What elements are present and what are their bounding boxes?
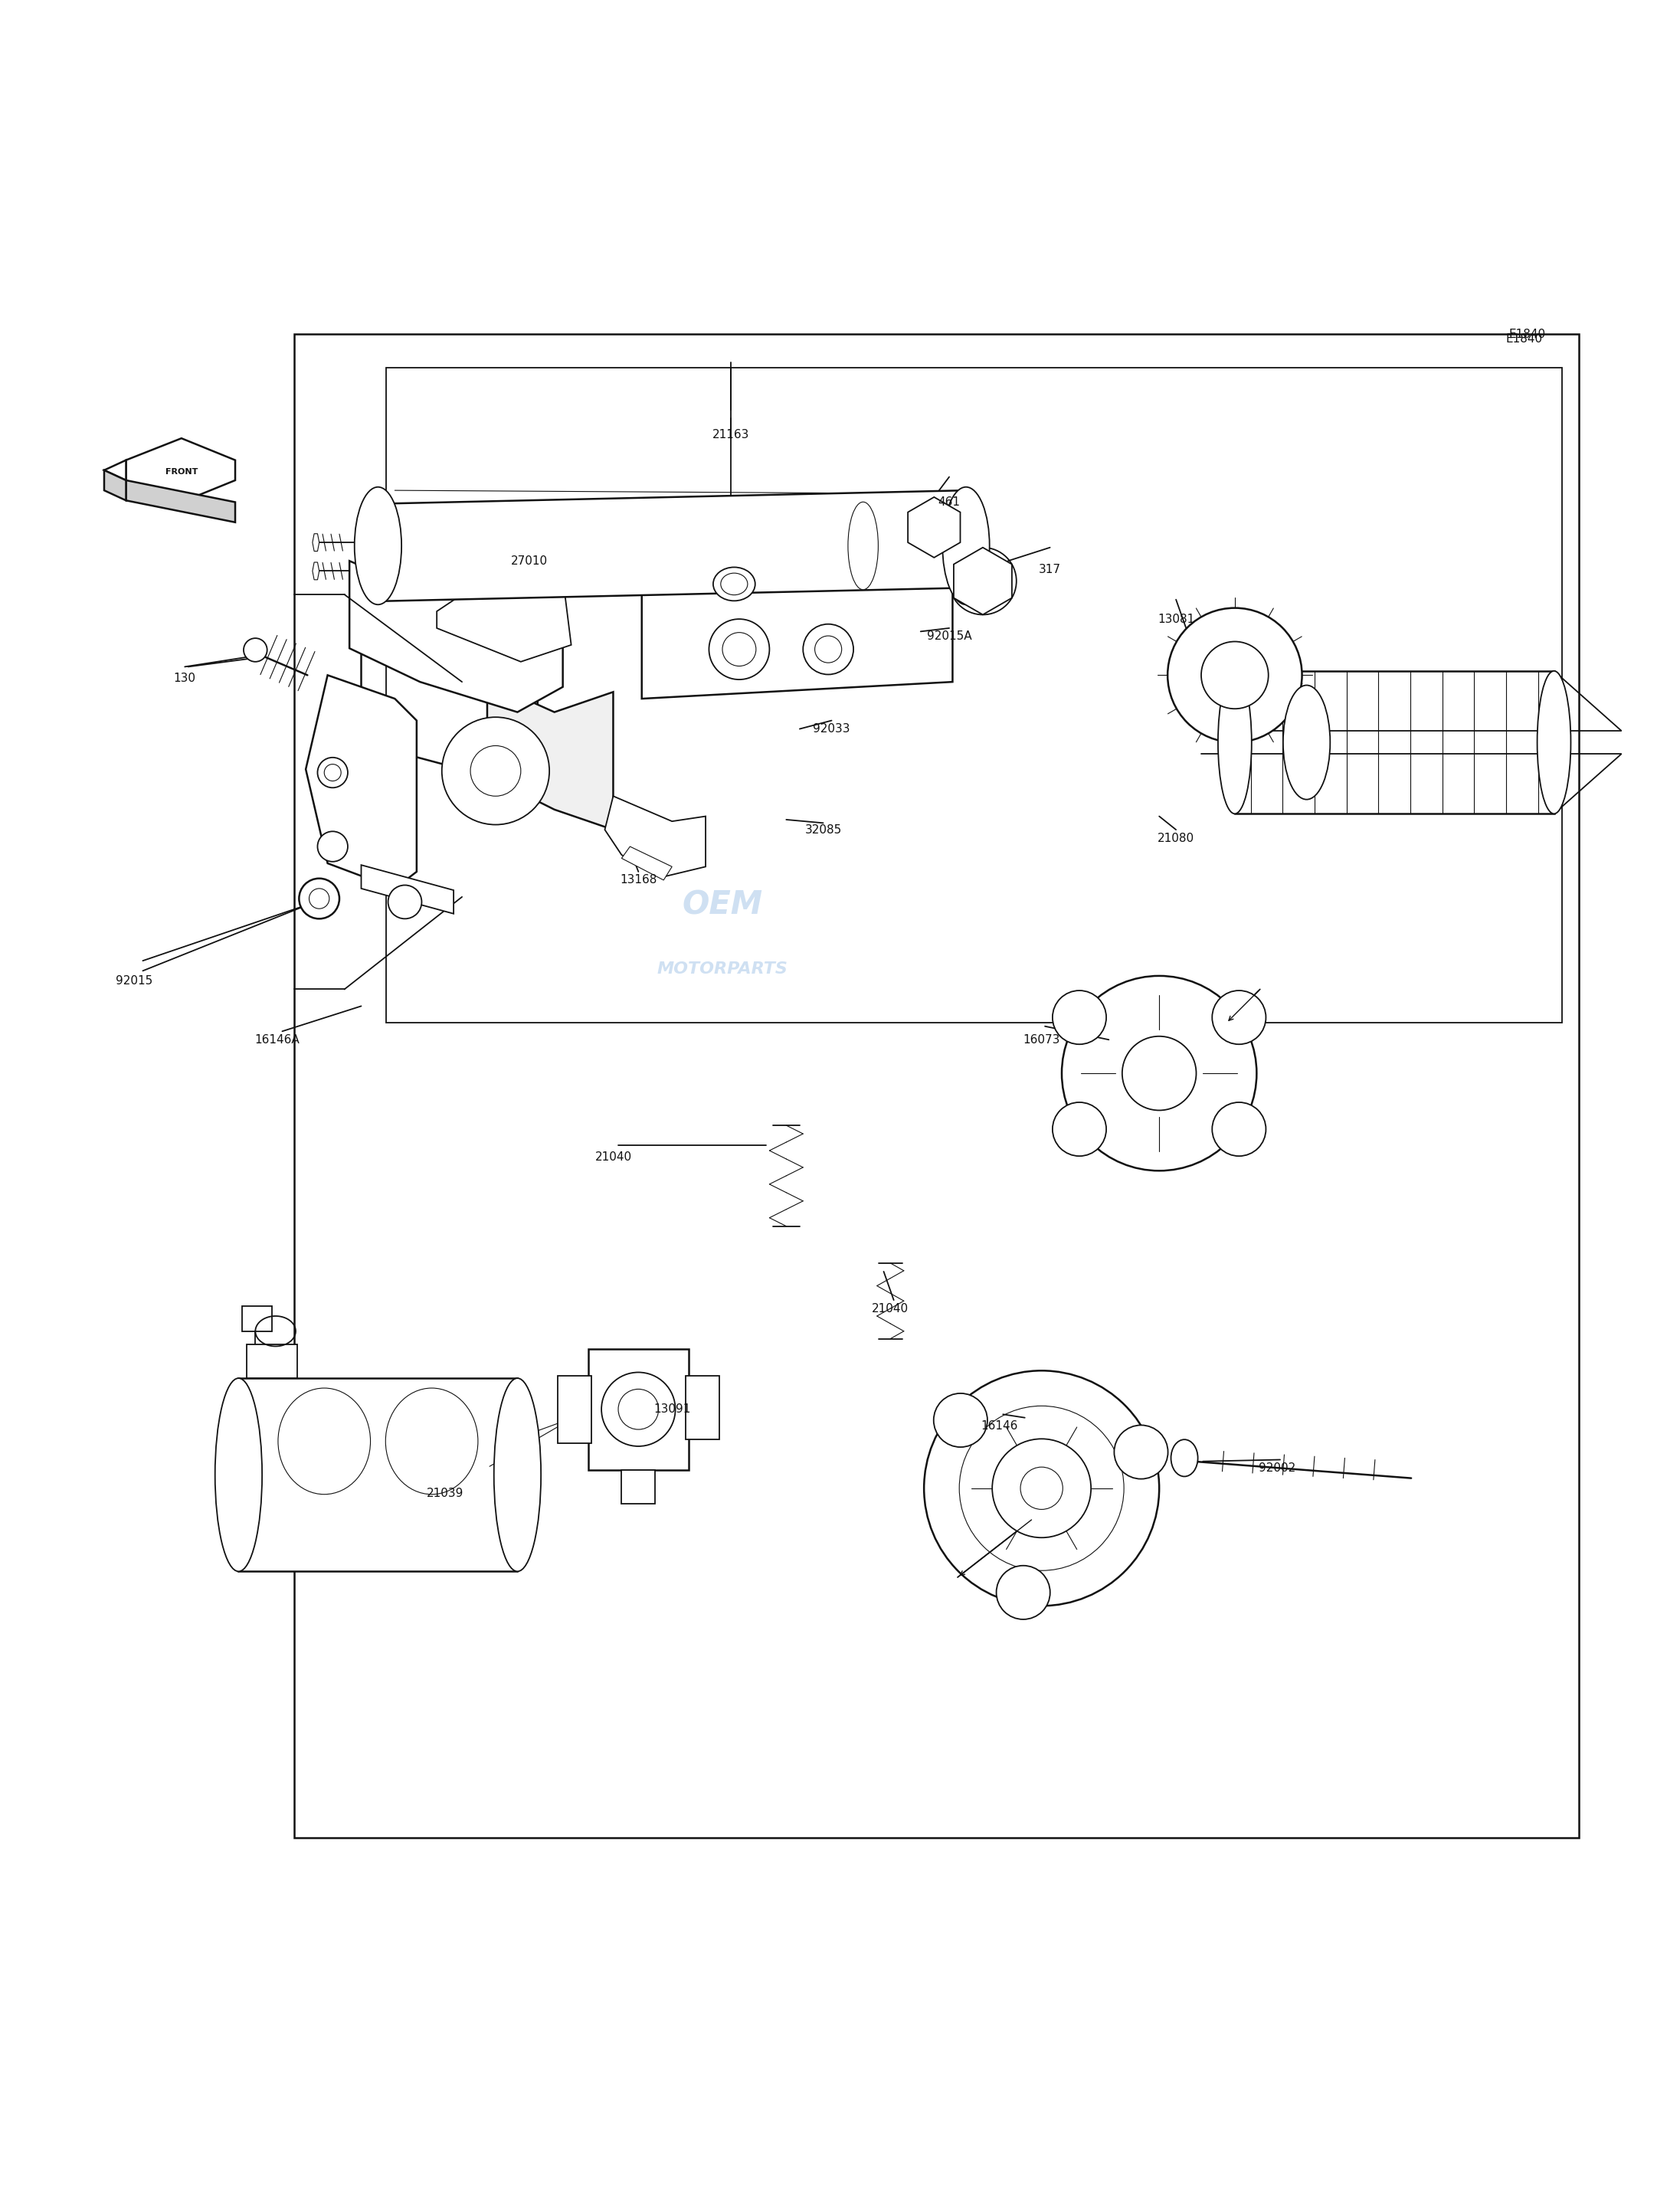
Circle shape bbox=[1122, 1037, 1196, 1109]
Text: 27010: 27010 bbox=[511, 556, 548, 567]
Bar bbox=[1235, 670, 1554, 813]
Text: FRONT: FRONT bbox=[165, 468, 198, 477]
Text: 21040: 21040 bbox=[872, 1303, 909, 1314]
Text: 16146A: 16146A bbox=[255, 1035, 299, 1046]
Ellipse shape bbox=[721, 573, 748, 595]
Bar bbox=[247, 1345, 297, 1378]
Polygon shape bbox=[104, 459, 126, 481]
Polygon shape bbox=[487, 681, 613, 830]
Circle shape bbox=[815, 635, 842, 663]
Circle shape bbox=[722, 633, 756, 666]
Text: 130: 130 bbox=[173, 672, 197, 683]
Circle shape bbox=[1201, 642, 1268, 710]
Text: 21080: 21080 bbox=[1158, 833, 1194, 844]
Text: E1840: E1840 bbox=[1505, 334, 1542, 345]
Circle shape bbox=[1052, 991, 1105, 1044]
Ellipse shape bbox=[712, 567, 756, 600]
Ellipse shape bbox=[1171, 1439, 1198, 1476]
Ellipse shape bbox=[385, 1389, 477, 1494]
Polygon shape bbox=[104, 470, 126, 501]
Circle shape bbox=[1062, 975, 1257, 1171]
Circle shape bbox=[309, 888, 329, 910]
Ellipse shape bbox=[1284, 685, 1331, 800]
Circle shape bbox=[924, 1371, 1159, 1606]
Circle shape bbox=[1052, 1103, 1105, 1156]
Bar bbox=[294, 334, 1579, 1837]
Circle shape bbox=[803, 624, 853, 674]
Ellipse shape bbox=[942, 488, 990, 604]
Circle shape bbox=[993, 1439, 1090, 1538]
Text: E1840: E1840 bbox=[1509, 327, 1546, 341]
Bar bbox=[558, 1375, 591, 1443]
Text: 16146: 16146 bbox=[981, 1419, 1018, 1432]
Polygon shape bbox=[306, 674, 417, 888]
Circle shape bbox=[324, 765, 341, 780]
Text: 21039: 21039 bbox=[427, 1487, 464, 1498]
Ellipse shape bbox=[848, 501, 879, 589]
Text: 13168: 13168 bbox=[620, 874, 657, 885]
Ellipse shape bbox=[354, 488, 402, 604]
Polygon shape bbox=[126, 437, 235, 503]
Bar bbox=[242, 1305, 272, 1331]
Ellipse shape bbox=[279, 1389, 370, 1494]
Text: 461: 461 bbox=[937, 497, 961, 508]
Circle shape bbox=[601, 1373, 675, 1446]
Polygon shape bbox=[361, 866, 454, 914]
Circle shape bbox=[709, 620, 769, 679]
Bar bbox=[588, 1349, 689, 1470]
Circle shape bbox=[949, 547, 1016, 615]
Text: 32085: 32085 bbox=[805, 824, 842, 835]
Text: 21163: 21163 bbox=[712, 428, 749, 442]
Circle shape bbox=[618, 1389, 659, 1430]
Polygon shape bbox=[605, 795, 706, 877]
Polygon shape bbox=[437, 578, 571, 661]
Polygon shape bbox=[622, 846, 672, 881]
Bar bbox=[685, 1375, 719, 1439]
Circle shape bbox=[244, 637, 267, 661]
Circle shape bbox=[934, 1393, 988, 1448]
Ellipse shape bbox=[1537, 670, 1571, 813]
Polygon shape bbox=[126, 481, 235, 523]
Circle shape bbox=[388, 885, 422, 918]
Circle shape bbox=[470, 745, 521, 795]
Bar bbox=[622, 1470, 655, 1503]
Polygon shape bbox=[349, 518, 563, 712]
Text: 13091: 13091 bbox=[654, 1404, 690, 1415]
Ellipse shape bbox=[215, 1378, 262, 1571]
Ellipse shape bbox=[1218, 670, 1252, 813]
Circle shape bbox=[299, 879, 339, 918]
Polygon shape bbox=[361, 648, 538, 795]
Ellipse shape bbox=[1228, 633, 1282, 734]
Text: 317: 317 bbox=[1038, 565, 1062, 576]
Text: 92015: 92015 bbox=[116, 975, 153, 986]
Polygon shape bbox=[907, 497, 961, 558]
Bar bbox=[239, 1378, 517, 1571]
Bar bbox=[386, 367, 1562, 1024]
Text: MOTORPARTS: MOTORPARTS bbox=[657, 962, 788, 978]
Text: 16073: 16073 bbox=[1023, 1035, 1060, 1046]
Circle shape bbox=[442, 716, 549, 824]
Polygon shape bbox=[312, 534, 319, 551]
Circle shape bbox=[1114, 1426, 1168, 1479]
Text: 21040: 21040 bbox=[595, 1151, 632, 1162]
Text: 92002: 92002 bbox=[1258, 1463, 1295, 1474]
Circle shape bbox=[1213, 991, 1267, 1044]
Polygon shape bbox=[642, 505, 953, 699]
Circle shape bbox=[318, 758, 348, 789]
Circle shape bbox=[996, 1566, 1050, 1619]
Text: OEM: OEM bbox=[682, 890, 763, 921]
Text: 92015A: 92015A bbox=[927, 631, 971, 642]
Polygon shape bbox=[954, 547, 1011, 615]
Ellipse shape bbox=[494, 1378, 541, 1571]
Text: 92033: 92033 bbox=[813, 723, 850, 734]
Circle shape bbox=[904, 497, 964, 558]
Circle shape bbox=[318, 830, 348, 861]
Text: 13081: 13081 bbox=[1158, 613, 1194, 626]
Circle shape bbox=[1168, 609, 1302, 743]
Circle shape bbox=[1020, 1468, 1063, 1509]
Polygon shape bbox=[312, 562, 319, 580]
Circle shape bbox=[1213, 1103, 1267, 1156]
Polygon shape bbox=[378, 490, 966, 602]
